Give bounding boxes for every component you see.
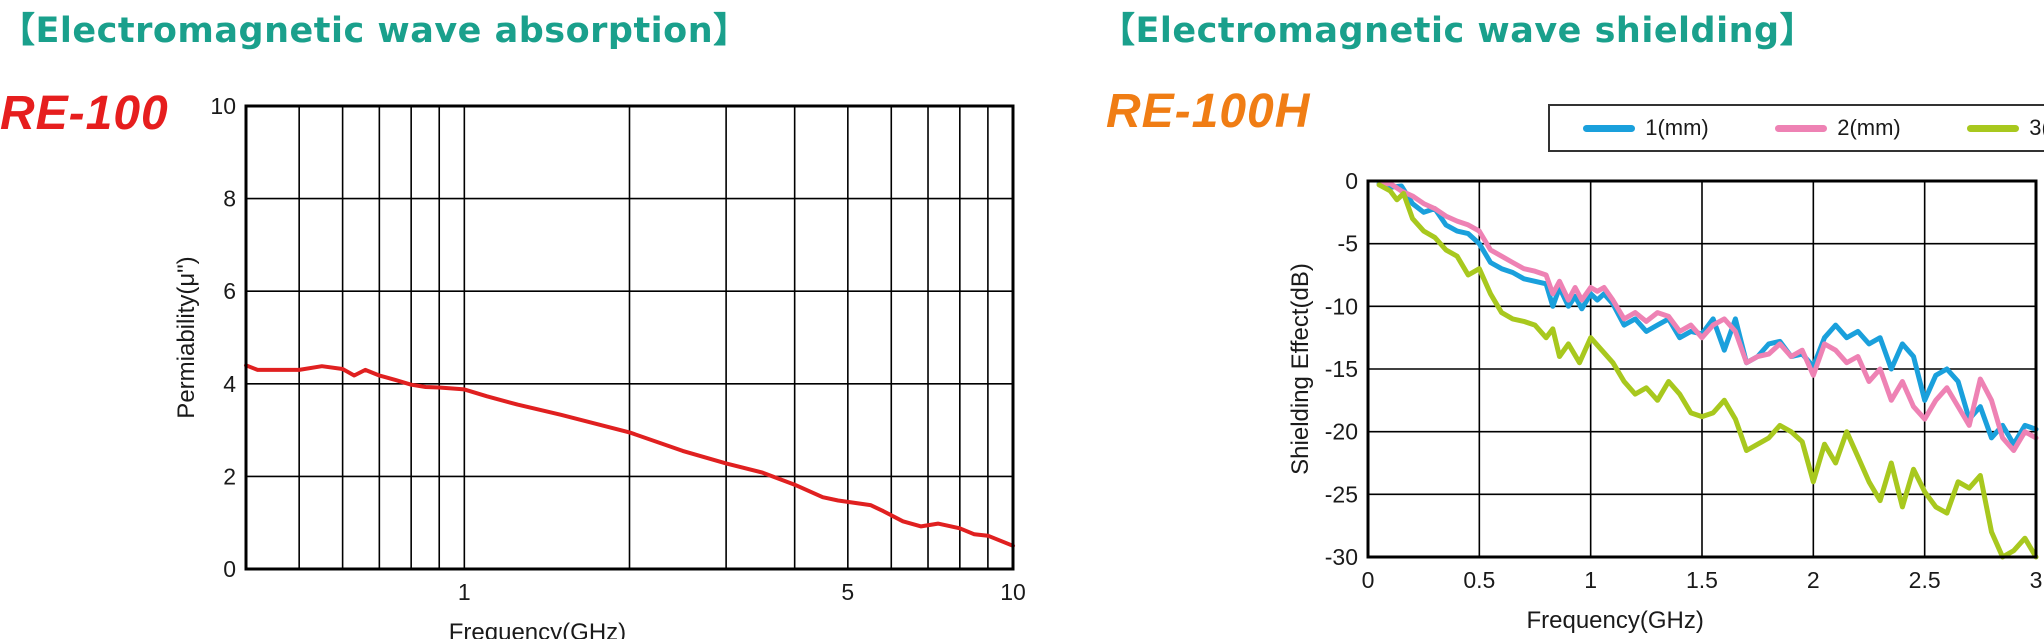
absorption-heading: 【Electromagnetic wave absorption】 [0, 11, 749, 51]
series-line-1 [1376, 181, 2039, 447]
y-tick-label: -20 [1325, 419, 1358, 445]
x-axis-title: Frequency(GHz) [1526, 607, 1703, 634]
legend-item: 2(mm) [1775, 115, 1901, 141]
y-tick-label: -30 [1325, 544, 1358, 570]
series-line-2 [1376, 181, 2039, 453]
x-axis-title: Frequency(GHz) [449, 619, 626, 639]
y-tick-label: 6 [223, 278, 236, 304]
series-line-1 [244, 363, 1015, 548]
x-tick-label: 2 [1807, 567, 1820, 593]
x-tick-label: 1.5 [1686, 567, 1718, 593]
legend-swatch [1967, 124, 2020, 132]
y-tick-label: 10 [210, 93, 236, 119]
permeability-chart: 0 2 4 6 8 10 1 5 10 Frequency(GHz) Permiability(μ"… [173, 93, 1026, 639]
legend-item: 1(mm) [1583, 115, 1709, 141]
legend-label: 1(mm) [1645, 115, 1709, 140]
legend-swatch [1775, 124, 1828, 132]
legend-label: 2(mm) [1837, 115, 1901, 140]
chart-legend: 1(mm) 2(mm) 3(mm) [1548, 104, 2044, 152]
y-tick-label: -15 [1325, 356, 1358, 382]
y-tick-label: 0 [223, 556, 236, 582]
y-tick-label: -10 [1325, 293, 1358, 319]
y-tick-label: -5 [1338, 231, 1358, 257]
x-tick-label: 1 [458, 579, 471, 605]
y-tick-label: -25 [1325, 481, 1358, 507]
y-tick-label: 4 [223, 371, 236, 397]
y-tick-label: 0 [1345, 168, 1358, 194]
product-name-re100h: RE-100H [1106, 85, 1311, 138]
series-line-3 [1376, 182, 2039, 560]
legend-label: 3(mm) [2029, 115, 2044, 140]
x-tick-label: 3 [2030, 567, 2043, 593]
product-name-re100: RE-100 [0, 87, 169, 140]
x-tick-label: 0.5 [1463, 567, 1495, 593]
x-tick-label: 10 [1000, 579, 1026, 605]
shielding-panel: 【Electromagnetic wave shielding】 RE-100H… [1100, 0, 2044, 639]
legend-item: 3(mm) [1967, 115, 2044, 141]
x-tick-label: 1 [1584, 567, 1597, 593]
y-tick-label: 8 [223, 186, 236, 212]
plot-frame [1366, 179, 2038, 559]
x-tick-label: 2.5 [1909, 567, 1941, 593]
shielding-heading: 【Electromagnetic wave shielding】 [1100, 11, 1816, 51]
y-tick-label: 2 [223, 463, 236, 489]
x-tick-label: 5 [841, 579, 854, 605]
y-axis-title: Permiability(μ") [173, 256, 200, 418]
legend-swatch [1583, 124, 1636, 132]
absorption-panel: 【Electromagnetic wave absorption】 RE-100… [0, 11, 1026, 639]
plot-frame [244, 104, 1015, 571]
shielding-chart: 0-5-10-15-20-25-300 0.5 1 1.5 2 2.5 3Frequency… [1287, 168, 2043, 634]
y-axis-title: Shielding Effect(dB) [1287, 263, 1314, 475]
x-tick-label: 0 [1362, 567, 1375, 593]
